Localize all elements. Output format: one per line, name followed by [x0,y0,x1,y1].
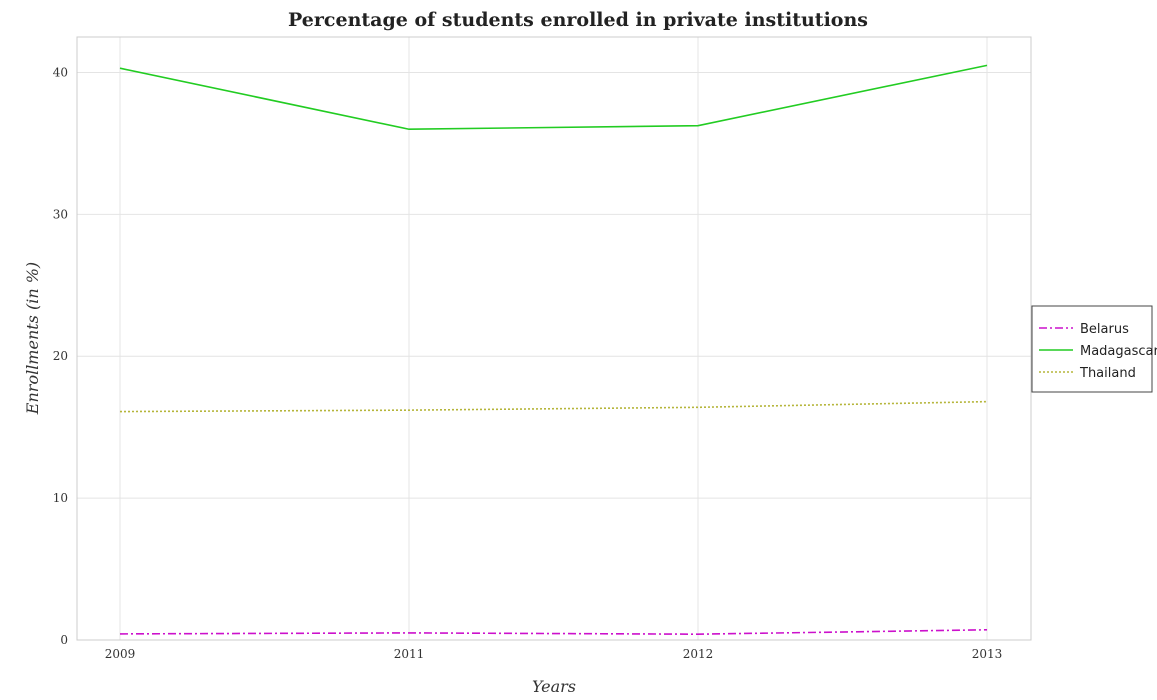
x-tick-label: 2012 [683,647,714,661]
series-line-belarus [119,628,988,635]
x-tick-label: 2011 [394,647,425,661]
grid-lines [77,37,1031,641]
y-axis-ticks: 0 10 20 30 40 [53,65,68,647]
y-tick-label: 0 [60,633,68,647]
chart-title: Percentage of students enrolled in priva… [288,9,868,31]
series-line-madagascar [119,64,988,131]
x-tick-label: 2013 [972,647,1003,661]
legend-label-madagascar: Madagascar [1080,344,1157,359]
x-axis-title: Years [532,677,576,696]
y-tick-label: 20 [53,349,68,363]
x-tick-label: 2009 [105,647,136,661]
plot-area [76,36,1032,641]
y-tick-label: 10 [53,491,68,505]
y-tick-label: 30 [53,207,68,221]
series-line-thailand [119,400,988,413]
legend-box [1031,305,1153,393]
legend: Belarus Madagascar Thailand [1031,305,1157,393]
series-lines [119,64,988,635]
legend-label-belarus: Belarus [1080,322,1129,337]
y-tick-label: 40 [53,65,68,79]
y-axis-title: Enrollments (in %) [23,262,42,415]
x-axis-ticks: 2009 2011 2012 2013 [105,647,1003,661]
legend-label-thailand: Thailand [1079,366,1136,381]
